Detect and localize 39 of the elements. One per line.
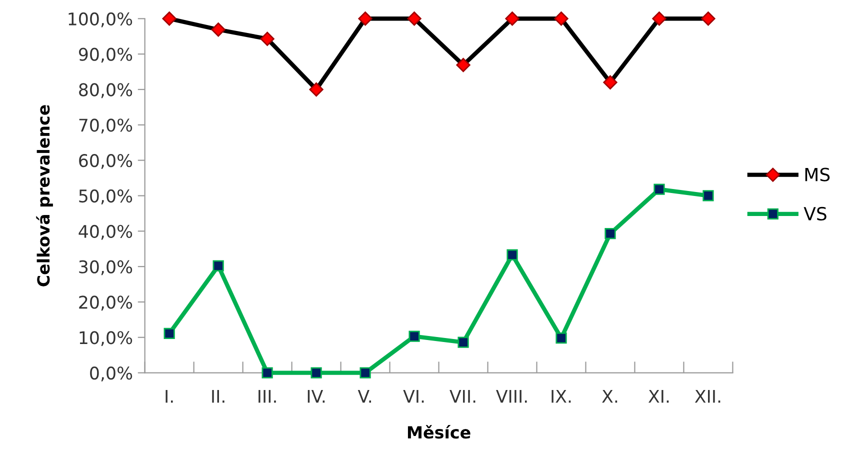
x-tick-label: XII. [694, 390, 720, 403]
x-tick-label: VIII. [496, 390, 527, 403]
y-tick-label: 40,0% [78, 224, 132, 240]
legend-label: VS [804, 206, 826, 221]
point [164, 328, 175, 340]
y-tick-label: 30,0% [79, 260, 132, 276]
point [604, 228, 616, 240]
x-tick-label: VI. [403, 390, 424, 403]
y-tick-label: 20,0% [79, 296, 132, 311]
y-tick-label: 0,0% [90, 366, 132, 382]
point [458, 336, 469, 348]
y-axis-title: Celková prevalence [36, 105, 53, 286]
point [654, 184, 665, 195]
y-tick-label: 80,0% [79, 83, 132, 98]
x-tick-label: VII. [450, 390, 476, 403]
x-tick-label: III. [258, 390, 276, 403]
y-tick-label: 100,0% [68, 12, 132, 28]
x-tick-label: IV. [308, 390, 325, 403]
y-tick-label: 70,0% [79, 118, 132, 134]
point [506, 249, 518, 260]
x-tick-label: I. [166, 390, 173, 403]
x-axis-title: Měsíce [408, 425, 470, 439]
point [702, 190, 714, 202]
point [212, 260, 224, 272]
y-tick-label: 10,0% [80, 331, 132, 346]
x-tick-label: XI. [648, 390, 669, 403]
x-tick-label: II. [212, 390, 224, 403]
x-tick-label: X. [602, 390, 618, 403]
point [408, 330, 420, 342]
point [310, 367, 322, 378]
x-tick-label: V. [358, 390, 372, 403]
y-tick-label: 90,0% [78, 48, 132, 63]
point [262, 367, 273, 378]
y-tick-label: 60,0% [79, 154, 132, 169]
legend-label: MS [805, 168, 830, 182]
x-tick-label: IX. [552, 390, 571, 403]
y-tick-label: 50,0% [79, 189, 132, 204]
point [360, 367, 371, 378]
point [556, 332, 567, 344]
